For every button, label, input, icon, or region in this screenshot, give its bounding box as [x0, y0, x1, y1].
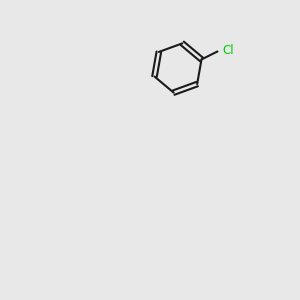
Text: Cl: Cl	[223, 44, 234, 57]
